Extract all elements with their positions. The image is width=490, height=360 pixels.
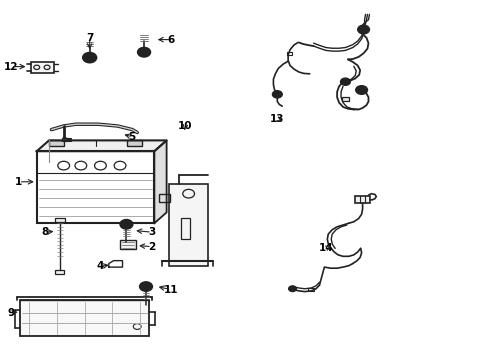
Bar <box>37 151 154 223</box>
Text: 11: 11 <box>164 285 179 295</box>
Bar <box>169 184 208 266</box>
Text: 1: 1 <box>15 177 22 187</box>
Text: 14: 14 <box>318 243 333 253</box>
Bar <box>31 62 54 73</box>
Bar <box>62 138 71 141</box>
Circle shape <box>83 53 97 63</box>
Bar <box>287 52 292 55</box>
Circle shape <box>138 48 150 57</box>
Bar <box>342 97 349 101</box>
Text: 6: 6 <box>168 35 175 45</box>
Bar <box>355 196 370 203</box>
Polygon shape <box>154 140 167 223</box>
Circle shape <box>289 286 296 292</box>
Text: 4: 4 <box>97 261 104 271</box>
Text: 9: 9 <box>7 308 14 318</box>
Circle shape <box>341 78 350 85</box>
Text: 3: 3 <box>148 227 155 237</box>
Text: 12: 12 <box>3 62 18 72</box>
Circle shape <box>140 282 152 291</box>
Bar <box>181 218 190 239</box>
Bar <box>308 288 314 291</box>
Text: 10: 10 <box>178 121 193 131</box>
Text: 5: 5 <box>129 132 136 142</box>
Text: 8: 8 <box>42 227 49 237</box>
Bar <box>120 240 136 249</box>
Bar <box>49 140 64 146</box>
Circle shape <box>356 86 368 94</box>
Text: 13: 13 <box>270 114 284 124</box>
Bar <box>55 270 64 274</box>
Text: 2: 2 <box>148 242 155 252</box>
Circle shape <box>358 25 369 34</box>
Circle shape <box>272 91 282 98</box>
Polygon shape <box>37 140 167 151</box>
Bar <box>159 194 170 202</box>
Bar <box>127 140 142 146</box>
Bar <box>55 218 65 222</box>
Bar <box>20 300 149 336</box>
Text: 7: 7 <box>86 33 94 43</box>
Circle shape <box>120 220 133 229</box>
